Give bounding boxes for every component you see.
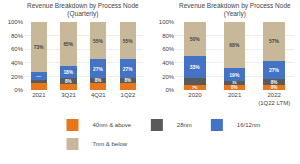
svg-text:2021: 2021 xyxy=(228,92,242,98)
svg-text:50%: 50% xyxy=(190,36,201,42)
svg-text:10%: 10% xyxy=(194,81,196,82)
svg-text:40nm & above: 40nm & above xyxy=(93,122,132,128)
svg-text:8%: 8% xyxy=(231,85,238,90)
svg-text:8%: 8% xyxy=(271,85,278,90)
svg-text:4Q21: 4Q21 xyxy=(91,92,106,98)
svg-text:65%: 65% xyxy=(63,42,73,47)
svg-text:100%: 100% xyxy=(8,19,24,25)
svg-text:27%: 27% xyxy=(269,67,280,73)
svg-text:3Q21: 3Q21 xyxy=(61,92,76,98)
svg-text:33%: 33% xyxy=(190,64,201,70)
svg-text:2021: 2021 xyxy=(32,92,46,98)
svg-text:2022(1Q22 LTM): 2022(1Q22 LTM) xyxy=(258,92,290,106)
svg-text:57%: 57% xyxy=(269,38,280,44)
svg-text:80%: 80% xyxy=(11,33,24,39)
svg-text:60%: 60% xyxy=(162,46,175,52)
svg-text:20%: 20% xyxy=(11,74,24,80)
svg-text:55%: 55% xyxy=(123,39,133,44)
svg-text:18%: 18% xyxy=(63,70,73,75)
svg-text:19%: 19% xyxy=(229,72,240,78)
svg-text:2020: 2020 xyxy=(188,92,202,98)
svg-text:100%: 100% xyxy=(159,19,175,25)
svg-text:Revenue Breakdown by Process N: Revenue Breakdown by Process Node(Quarte… xyxy=(27,2,139,18)
svg-text:60%: 60% xyxy=(11,46,24,52)
svg-text:9%: 9% xyxy=(68,86,69,87)
svg-text:8%: 8% xyxy=(65,79,72,84)
svg-text:5%: 5% xyxy=(232,81,237,85)
svg-text:13%: 13% xyxy=(36,75,42,78)
svg-text:20%: 20% xyxy=(162,74,175,80)
svg-text:0%: 0% xyxy=(166,87,175,93)
svg-text:1Q22: 1Q22 xyxy=(121,92,136,98)
svg-text:10%: 10% xyxy=(127,86,129,87)
svg-text:27%: 27% xyxy=(93,67,103,72)
svg-text:27%: 27% xyxy=(123,67,133,72)
svg-text:16/12nm: 16/12nm xyxy=(237,122,260,128)
svg-text:80%: 80% xyxy=(162,33,175,39)
svg-text:40%: 40% xyxy=(162,60,175,66)
svg-text:0%: 0% xyxy=(14,87,23,93)
svg-text:10%: 10% xyxy=(38,86,40,87)
svg-text:8%: 8% xyxy=(271,80,278,85)
svg-text:40%: 40% xyxy=(11,60,24,66)
svg-text:73%: 73% xyxy=(34,45,44,50)
svg-text:8%: 8% xyxy=(124,78,131,83)
svg-text:Revenue Breakdown by Process N: Revenue Breakdown by Process Node(Yearly… xyxy=(179,2,291,18)
svg-text:28nm: 28nm xyxy=(177,122,192,128)
svg-text:8%: 8% xyxy=(95,78,102,83)
svg-text:7nm & below: 7nm & below xyxy=(93,141,128,147)
svg-text:7%: 7% xyxy=(192,85,198,90)
svg-text:55%: 55% xyxy=(93,39,103,44)
svg-text:68%: 68% xyxy=(229,42,240,48)
svg-text:10%: 10% xyxy=(98,86,100,87)
